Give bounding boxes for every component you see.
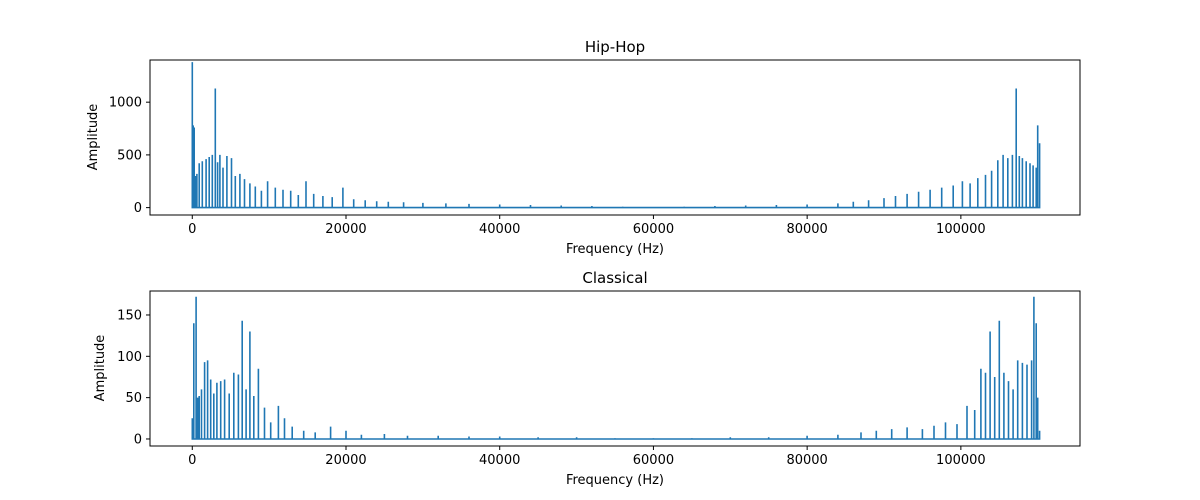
classical-ylabel: Amplitude: [93, 335, 108, 402]
classical-xtick-label: 20000: [325, 453, 366, 468]
classical-ytick-label: 150: [117, 308, 142, 323]
hiphop-xtick-label: 40000: [479, 222, 520, 237]
hiphop-xtick-label: 60000: [633, 222, 674, 237]
classical-ytick-label: 0: [134, 432, 142, 447]
hiphop-xtick-label: 0: [188, 222, 196, 237]
classical-xtick-label: 0: [188, 453, 196, 468]
hiphop-xlabel: Frequency (Hz): [566, 242, 664, 257]
classical-xtick-label: 80000: [786, 453, 827, 468]
hiphop-title: Hip-Hop: [585, 38, 645, 56]
classical-ytick-label: 100: [117, 350, 142, 365]
hiphop-ytick-label: 0: [134, 201, 142, 216]
classical-series-line: [191, 296, 1041, 440]
hiphop-xtick-label: 100000: [936, 222, 986, 237]
classical-xtick-label: 60000: [633, 453, 674, 468]
classical-xtick-label: 100000: [936, 453, 986, 468]
hiphop-axes-frame: [149, 59, 1081, 216]
hiphop-ylabel: Amplitude: [86, 104, 101, 171]
hiphop-xtick-label: 80000: [786, 222, 827, 237]
classical-panel: Classical Amplitude Frequency (Hz) 0 2000…: [93, 269, 1081, 488]
hiphop-ytick-label: 500: [117, 148, 142, 163]
classical-ytick-label: 50: [125, 391, 142, 406]
hiphop-ytick-label: 1000: [109, 96, 142, 111]
hiphop-xtick-label: 20000: [325, 222, 366, 237]
classical-axes-frame: [149, 290, 1081, 447]
hiphop-panel: Hip-Hop Amplitude Frequency (Hz) 0 20000 4…: [86, 38, 1081, 257]
classical-xlabel: Frequency (Hz): [566, 473, 664, 488]
classical-xtick-label: 40000: [479, 453, 520, 468]
classical-title: Classical: [582, 269, 647, 287]
hiphop-series-line: [191, 62, 1041, 209]
